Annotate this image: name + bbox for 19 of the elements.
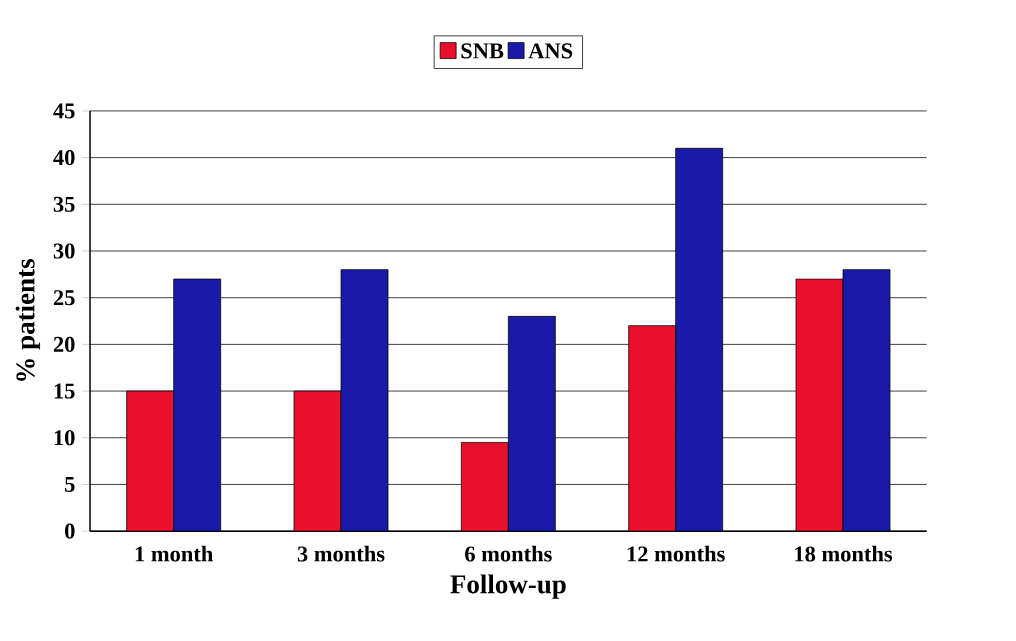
y-tick-label: 20 (53, 336, 75, 352)
y-tick-label: 45 (53, 103, 75, 119)
legend-label: SNB (461, 43, 504, 59)
x-tick-label: 18 months (795, 545, 893, 562)
y-tick-label: 5 (65, 476, 75, 492)
y-tick-label: 30 (53, 243, 75, 259)
y-tick-label: 15 (54, 383, 75, 399)
x-axis-title: Follow-up (450, 574, 566, 599)
legend-label: ANS (528, 43, 573, 59)
y-tick-label: 35 (53, 196, 75, 212)
x-tick-label: 1 month (135, 545, 213, 562)
x-tick-label: 3 months (297, 545, 385, 562)
x-tick-label: 6 months (465, 545, 552, 562)
x-tick-label: 12 months (627, 545, 725, 562)
y-tick-label: 0 (65, 523, 75, 539)
y-tick-label: 25 (53, 290, 75, 306)
y-tick-label: 40 (53, 149, 75, 166)
y-axis-title: % patients (15, 259, 41, 381)
y-tick-label: 10 (54, 430, 75, 446)
